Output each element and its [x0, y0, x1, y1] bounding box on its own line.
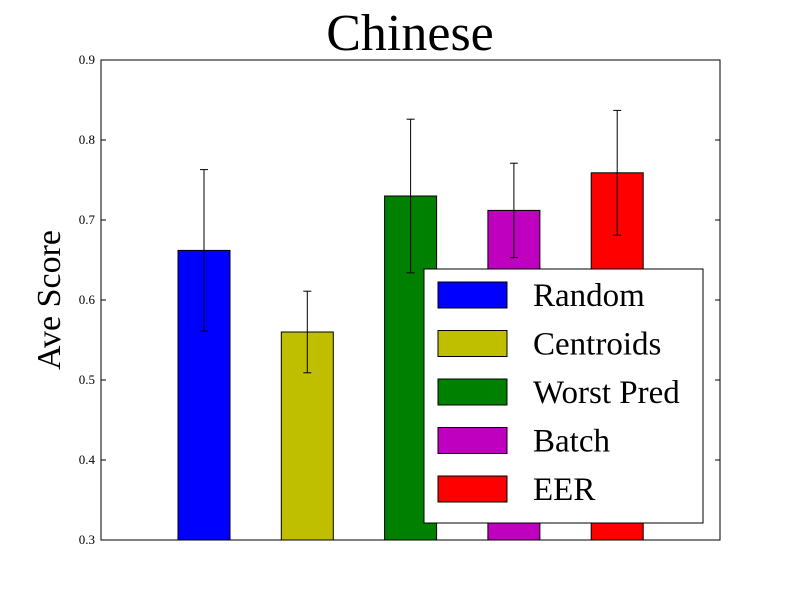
y-tick-label: 0.9 — [79, 52, 95, 67]
legend-label: Random — [533, 278, 645, 314]
y-tick-label: 0.4 — [79, 452, 96, 467]
y-tick-label: 0.8 — [79, 132, 95, 147]
legend-swatch — [437, 281, 508, 309]
error-bars-group — [200, 109, 622, 374]
legend-label: Worst Pred — [533, 375, 680, 411]
legend-label: Centroids — [533, 327, 661, 363]
chart-title: Chinese — [326, 5, 494, 62]
legend: Random Centroids Worst Pred Batch EER — [423, 268, 704, 524]
y-tick-label: 0.5 — [79, 372, 95, 387]
legend-label: EER — [533, 472, 595, 508]
y-tick-label: 0.3 — [79, 532, 95, 547]
legend-swatch — [437, 330, 508, 357]
legend-swatch — [437, 427, 508, 454]
y-tick-label: 0.6 — [79, 292, 96, 307]
legend-swatch — [437, 378, 508, 406]
y-tick-label: 0.7 — [79, 212, 96, 227]
legend-label: Batch — [533, 424, 610, 460]
plot-frame — [100, 59, 721, 541]
y-axis-label: Ave Score — [31, 230, 68, 370]
legend-swatch — [437, 475, 508, 503]
